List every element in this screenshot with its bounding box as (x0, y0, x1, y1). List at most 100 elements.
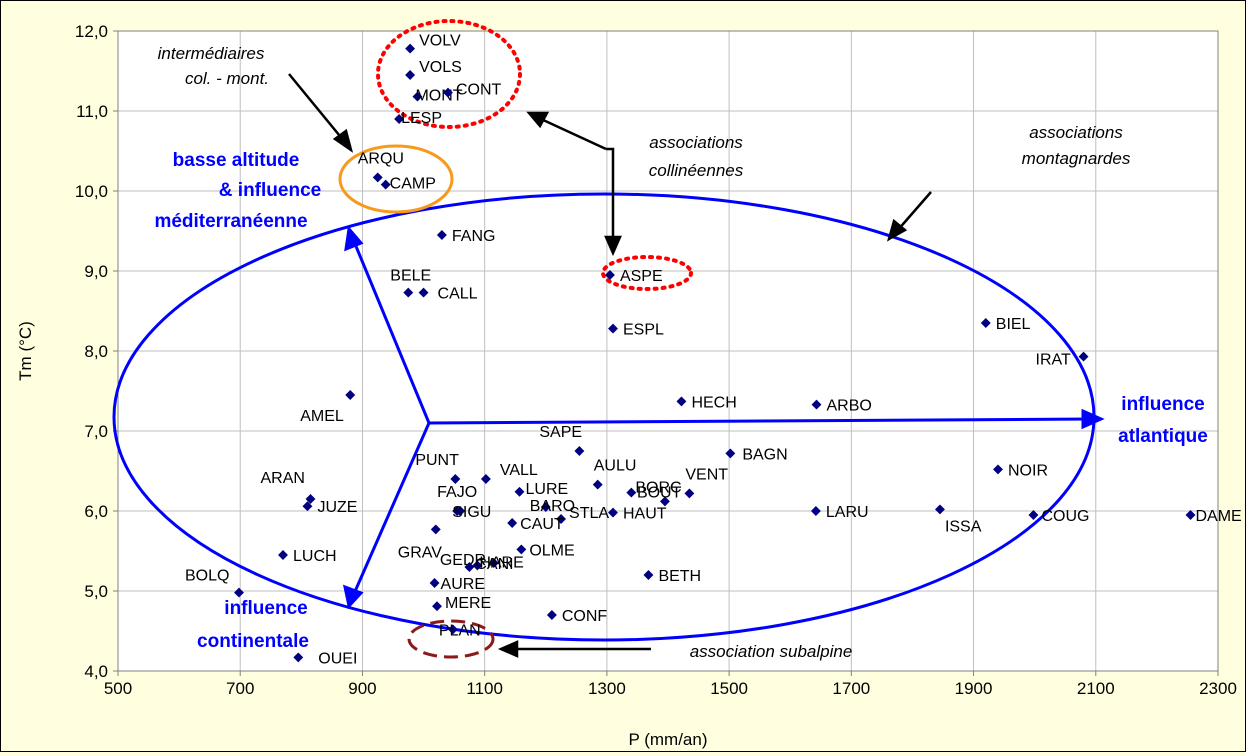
point-label: AULU (594, 458, 637, 475)
point-label: SIGU (452, 504, 491, 521)
aspe-pointer-head (604, 235, 622, 257)
point-label: ESPL (623, 322, 664, 339)
scatter-point (305, 494, 316, 504)
y-tick-label: 9,0 (84, 262, 108, 281)
point-label: HECH (691, 394, 736, 411)
subalpine-ellipse (407, 619, 495, 659)
x-axis-label: P (mm/an) (628, 730, 707, 749)
scatter-point (480, 474, 491, 484)
mediterranean-arrow (351, 238, 431, 424)
scatter-point (516, 544, 527, 555)
point-label: LESP (401, 110, 442, 127)
intermediate-ellipse (338, 144, 454, 214)
point-label: VOLS (419, 59, 462, 76)
intermediate-annotation-line1: intermédiaires (158, 44, 265, 63)
point-label: CANI (475, 556, 513, 573)
montagnard-annotation-line1: associations (1029, 123, 1123, 142)
point-label: ISSA (945, 518, 982, 535)
point-label: BETH (658, 568, 701, 585)
continental-label-line1: influence (224, 598, 307, 619)
point-label: BORC (635, 480, 681, 497)
point-label: JUZE (317, 499, 357, 516)
point-label: BIEL (996, 316, 1031, 333)
scatter-point (604, 270, 615, 280)
point-label: BOUT (637, 484, 682, 501)
y-tick-label: 7,0 (84, 422, 108, 441)
scatter-point (1185, 510, 1196, 520)
point-label: CALL (438, 286, 478, 303)
atlantic-arrow (428, 417, 1092, 425)
point-label: AMEL (300, 408, 344, 425)
point-label: VOLV (419, 33, 461, 50)
mediterranean-label-line2: & influence (219, 180, 321, 201)
collineen-group-circle (376, 19, 522, 129)
intermediate-annotation-line2: col. - mont. (185, 69, 269, 88)
continental-arrowhead (342, 584, 364, 610)
point-label: FANG (452, 228, 496, 245)
point-label: ARBO (827, 398, 872, 415)
scatter-point (643, 570, 654, 580)
scatter-point (234, 587, 244, 598)
scatter-point (1078, 351, 1089, 362)
point-label: CAUT (520, 516, 564, 533)
scatter-point (934, 504, 945, 515)
point-label: LURE (526, 481, 569, 498)
y-axis-label: Tm (°C) (16, 321, 35, 381)
continental-label-line2: continentale (197, 631, 309, 652)
data-points: VOLVVOLSMONTCONTLESPARQUCAMPFANGASPEBELE… (185, 33, 1242, 668)
subalpine-pointer-head (497, 640, 519, 658)
montagnard-annotation-line2: montagnardes (1022, 149, 1131, 168)
scatter-point (429, 578, 440, 588)
scatter-point (372, 172, 383, 183)
point-label: ASPE (620, 268, 663, 285)
x-tick-label: 2100 (1077, 679, 1115, 698)
point-label: AURE (441, 576, 485, 593)
scatter-point (626, 487, 637, 498)
scatter-point (278, 550, 288, 560)
point-label: STLA (569, 505, 609, 522)
y-tick-label: 12,0 (75, 22, 108, 41)
scatter-point (450, 474, 461, 484)
montagnard-pointer (896, 191, 932, 232)
scatter-point (514, 486, 525, 497)
x-tick-label: 1900 (955, 679, 993, 698)
mediterranean-arrowhead (344, 225, 364, 252)
scatter-point (540, 502, 551, 512)
point-label: BAGN (742, 446, 787, 463)
scatter-point (293, 652, 304, 663)
point-label: LARU (826, 504, 869, 521)
continental-arrow (351, 422, 431, 597)
x-tick-label: 500 (104, 679, 132, 698)
influence-arrows (342, 225, 1105, 610)
point-label: SAPE (539, 424, 582, 441)
point-label: CONF (562, 608, 608, 625)
x-tick-label: 2300 (1199, 679, 1237, 698)
collineen-annotation-line2: collinéennes (649, 161, 744, 180)
pointer-arrows (288, 73, 932, 658)
x-tick-label: 1300 (588, 679, 626, 698)
y-tick-label: 6,0 (84, 502, 108, 521)
scatter-point (436, 230, 447, 240)
y-tick-label: 5,0 (84, 582, 108, 601)
aspe-pointer (606, 147, 615, 241)
scatter-point (430, 524, 441, 535)
axis-ticks: 500 700 900 1100 1300 1500 1700 1900 2100 2300 4,0… (75, 22, 1237, 698)
atlantic-arrowhead (1081, 408, 1105, 430)
montagnard-pointer-head (886, 218, 908, 242)
x-tick-label: 1500 (710, 679, 748, 698)
influence-labels: basse altitude & influence méditerranéen… (154, 150, 1207, 652)
scatter-point (684, 488, 695, 499)
scatter-point (1028, 510, 1039, 520)
scatter-point (659, 496, 670, 507)
point-label: COUG (1041, 508, 1089, 525)
point-label: GRAV (398, 544, 442, 561)
intermediate-pointer-head (332, 128, 354, 153)
mediterranean-label-line3: méditerranéenne (154, 211, 307, 232)
scatter-point (380, 179, 391, 190)
point-label: NOIR (1008, 462, 1048, 479)
point-label: BARO (530, 498, 575, 515)
point-label: BOLQ (185, 568, 229, 585)
scatter-point (676, 396, 687, 407)
